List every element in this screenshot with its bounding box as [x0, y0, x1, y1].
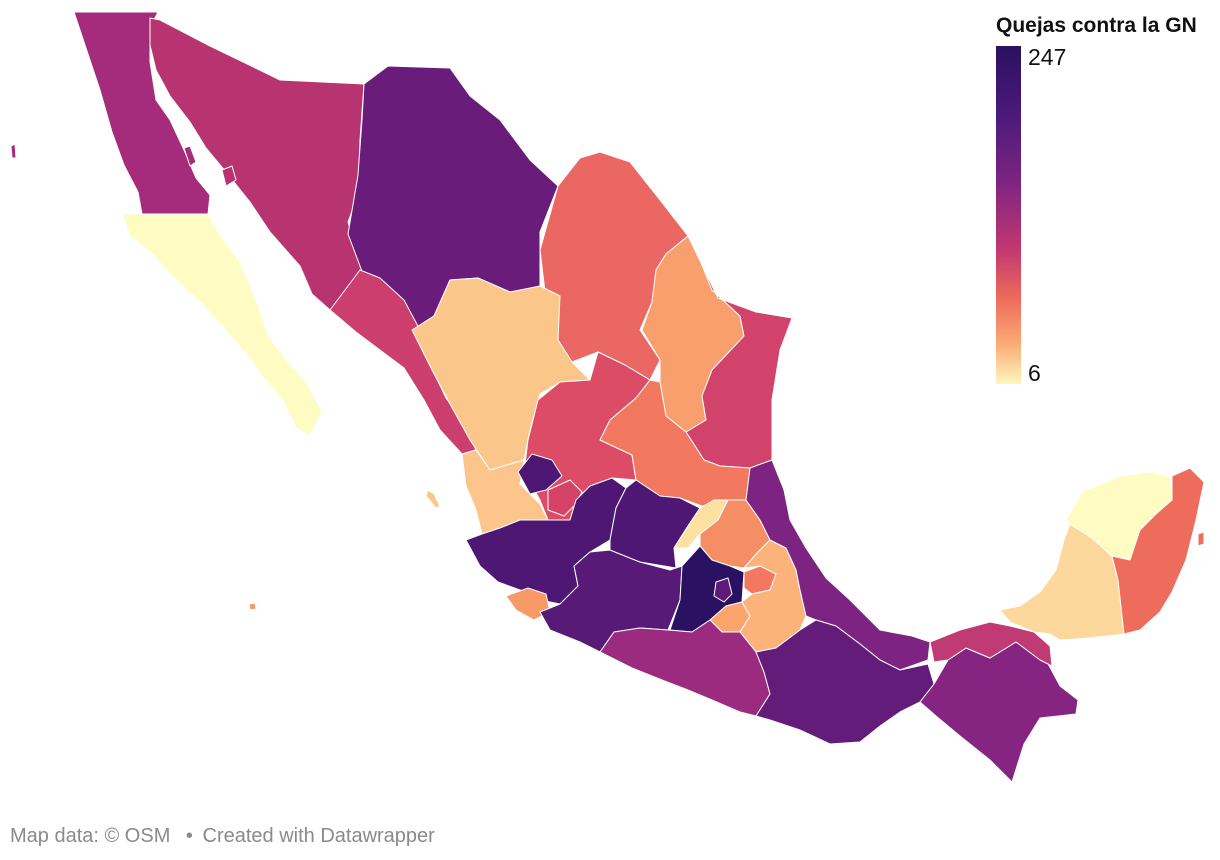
island-tiburon: Sonora [221, 165, 237, 187]
datawrapper-credit-link[interactable]: Created with Datawrapper [202, 825, 435, 847]
island-islas-marias: Nayarit [425, 489, 441, 509]
region-baja-california-sur[interactable]: Baja California Sur [121, 213, 323, 436]
region-quintana-roo[interactable]: Quintana Roo [1111, 467, 1205, 635]
legend-gradient-bar [996, 46, 1021, 384]
legend-max-label: 247 [1028, 44, 1067, 70]
island-isla-guadalupe: Baja California [10, 143, 17, 159]
region-baja-california[interactable]: Baja California [73, 11, 211, 215]
attribution-footer: Map data: © OSM • Created with Datawrapp… [10, 825, 435, 848]
region-tabasco[interactable]: Tabasco [929, 621, 1053, 667]
legend-min-label: 6 [1028, 360, 1041, 386]
island-angel-de-la-guarda: Baja California [183, 145, 197, 167]
region-chiapas[interactable]: Chiapas [919, 641, 1079, 783]
island-socorro: Colima [248, 602, 257, 611]
island-cozumel: Quintana Roo [1197, 531, 1205, 547]
legend-title: Quejas contra la GN [996, 14, 1197, 37]
region-campeche[interactable]: Campeche [999, 523, 1125, 641]
states-layer: Baja California Baja California Sur Sono… [10, 11, 1205, 783]
region-ciudad-de-mexico[interactable]: Ciudad de México [713, 577, 733, 603]
attribution-separator: • [185, 825, 193, 847]
map-data-credit: Map data: © OSM [10, 825, 171, 847]
color-legend: Quejas contra la GN 247 6 [996, 14, 1216, 394]
